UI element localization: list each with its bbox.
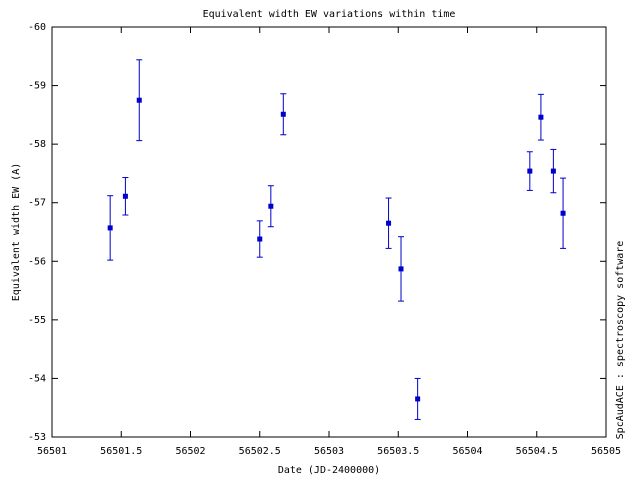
x-tick-label: 56504 <box>452 446 482 457</box>
point <box>415 396 421 402</box>
y-tick-label: -57 <box>28 198 46 209</box>
y-tick-label: -54 <box>28 373 46 384</box>
x-tick-label: 56502 <box>175 446 205 457</box>
y-tick-label: -55 <box>28 315 46 326</box>
point <box>527 168 533 174</box>
point <box>268 203 274 209</box>
x-tick-label: 56504.5 <box>516 446 558 457</box>
y-axis-label: Equivalent width EW (A) <box>11 163 22 301</box>
point <box>550 168 556 174</box>
point <box>107 225 113 231</box>
y-tick-label: -53 <box>28 432 46 443</box>
y-tick-label: -58 <box>28 139 46 150</box>
point <box>386 220 392 226</box>
point <box>398 266 404 272</box>
point <box>538 114 544 120</box>
point <box>560 210 566 216</box>
y-tick-label: -59 <box>28 81 46 92</box>
x-tick-label: 56502.5 <box>239 446 281 457</box>
point <box>280 111 286 117</box>
point <box>136 97 142 103</box>
x-tick-label: 56503 <box>314 446 344 457</box>
y-tick-label: -60 <box>28 22 46 33</box>
point <box>257 236 263 242</box>
plot-frame <box>51 26 607 438</box>
x-tick-label: 56501 <box>37 446 67 457</box>
chart-title: Equivalent width EW variations within ti… <box>203 9 456 20</box>
x-axis-label: Date (JD-2400000) <box>278 465 380 476</box>
x-tick-label: 56505 <box>591 446 621 457</box>
point <box>122 193 128 199</box>
y-tick-label: -56 <box>28 256 46 267</box>
side-note: SpcAudACE : spectroscopy software <box>615 241 626 440</box>
x-tick-label: 56501.5 <box>100 446 142 457</box>
x-tick-label: 56503.5 <box>377 446 419 457</box>
